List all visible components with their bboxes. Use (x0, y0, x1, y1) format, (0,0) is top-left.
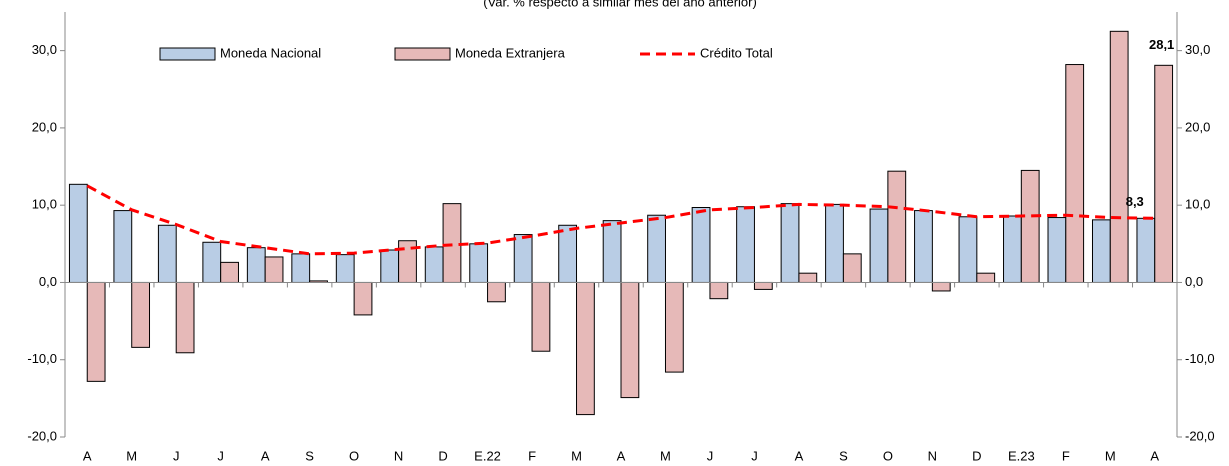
y2-tick-label: -20,0 (1185, 428, 1215, 443)
y-tick-label: 20,0 (32, 119, 57, 134)
y2-tick-label: -10,0 (1185, 351, 1215, 366)
bar (291, 253, 311, 283)
x-tick-label: M (571, 448, 582, 463)
x-tick-label: N (394, 448, 403, 463)
x-tick-label: A (261, 448, 270, 463)
x-tick-label: A (1150, 448, 1159, 463)
bar (691, 207, 711, 283)
x-tick-label: F (528, 448, 536, 463)
y-tick-label: 0,0 (39, 274, 57, 289)
bar (576, 281, 595, 416)
y2-tick-label: 30,0 (1185, 42, 1210, 57)
bar (753, 281, 773, 290)
x-tick-label: N (928, 448, 937, 463)
bar (1136, 217, 1156, 283)
x-tick-label: S (839, 448, 848, 463)
legend-swatch (394, 47, 451, 61)
bar (424, 246, 444, 283)
y-tick-label: 10,0 (32, 197, 57, 212)
x-tick-label: O (883, 448, 893, 463)
y2-tick-label: 10,0 (1185, 197, 1210, 212)
bar (976, 272, 996, 283)
x-tick-label: A (795, 448, 804, 463)
bar (887, 170, 907, 283)
x-tick-label: J (707, 448, 714, 463)
bar (1020, 169, 1040, 283)
y-tick-label: -20,0 (27, 428, 57, 443)
bar (780, 203, 800, 283)
x-tick-label: M (1105, 448, 1116, 463)
bar (335, 254, 355, 283)
bar (914, 210, 933, 283)
bar (931, 281, 951, 292)
bar (220, 261, 239, 283)
bar (736, 206, 755, 283)
bar (709, 281, 729, 300)
bar (825, 203, 844, 283)
bar (157, 224, 177, 283)
bar (798, 272, 818, 283)
bar (1003, 215, 1022, 283)
x-tick-label: M (660, 448, 671, 463)
bar (202, 241, 222, 283)
bar (1109, 30, 1129, 283)
x-tick-label: D (972, 448, 981, 463)
bar (869, 208, 889, 283)
value-label: 8,3 (1126, 194, 1144, 209)
bar (113, 210, 133, 283)
bar (68, 183, 88, 283)
y2-tick-label: 0,0 (1185, 274, 1203, 289)
bar (175, 281, 195, 354)
bar (647, 214, 666, 283)
bar (442, 203, 462, 283)
bar (842, 253, 862, 283)
y-tick-label: 30,0 (32, 42, 57, 57)
bar (469, 243, 489, 283)
bar (1047, 217, 1067, 283)
bar (620, 281, 640, 399)
x-tick-label: J (217, 448, 224, 463)
bar (353, 281, 373, 316)
bar (602, 220, 622, 283)
x-tick-label: M (126, 448, 137, 463)
bar (1065, 64, 1085, 283)
x-tick-label: D (438, 448, 447, 463)
value-label: 28,1 (1149, 37, 1174, 52)
bar (1154, 64, 1174, 283)
x-tick-label: J (173, 448, 180, 463)
x-tick-label: O (349, 448, 359, 463)
bar (558, 224, 578, 283)
line (86, 184, 1155, 256)
chart-subtitle: (Var. % respecto a similar mes del año a… (483, 0, 757, 9)
bar (664, 281, 684, 373)
x-tick-label: F (1062, 448, 1070, 463)
y2-tick-label: 20,0 (1185, 119, 1210, 134)
bar (958, 216, 978, 283)
x-tick-label: E.22 (474, 448, 501, 463)
legend-label: Crédito Total (700, 45, 773, 60)
bar (1091, 219, 1111, 283)
bar (513, 234, 533, 283)
x-tick-label: A (617, 448, 626, 463)
x-tick-label: E.23 (1008, 448, 1035, 463)
x-tick-label: J (751, 448, 758, 463)
bar (487, 281, 506, 303)
legend-swatch (159, 47, 216, 61)
legend-label: Moneda Extranjera (455, 45, 566, 60)
bar (246, 247, 266, 283)
bar (380, 249, 400, 283)
bar (86, 281, 106, 382)
x-tick-label: A (83, 448, 92, 463)
bar (264, 256, 284, 283)
x-tick-label: S (305, 448, 314, 463)
legend-label: Moneda Nacional (220, 45, 321, 60)
bar (131, 281, 151, 348)
bar (531, 281, 551, 352)
y-tick-label: -10,0 (27, 351, 57, 366)
